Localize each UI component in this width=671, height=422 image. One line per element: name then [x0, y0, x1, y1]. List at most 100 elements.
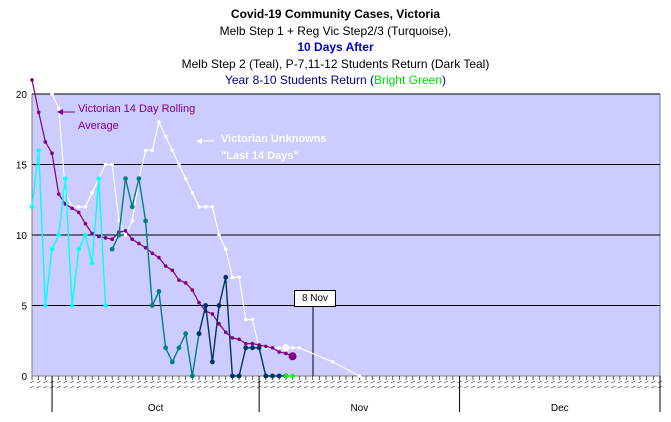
series-point-1 [230, 275, 235, 280]
series-point-3 [136, 176, 142, 182]
x-tick-label-mark [597, 380, 602, 384]
x-tick-label-mark [210, 380, 215, 384]
x-tick-label-mark [343, 385, 349, 389]
x-tick-label-mark [136, 385, 142, 389]
x-tick-label-mark [404, 385, 409, 389]
series-point-5 [283, 373, 289, 379]
x-tick-label-mark [651, 380, 656, 384]
series-point-3 [189, 373, 195, 379]
y-tick-label: 10 [16, 231, 28, 242]
series-point-0 [277, 350, 281, 354]
series-point-2 [103, 303, 108, 308]
series-point-2 [96, 176, 102, 181]
x-tick-label-mark [136, 380, 142, 384]
series-point-2 [36, 148, 41, 153]
x-tick-label-mark [557, 380, 562, 384]
x-tick-label-mark [424, 385, 429, 389]
chart-title-block: Covid-19 Community Cases, Victoria Melb … [0, 6, 671, 89]
rolling-annotation-arrowhead [57, 109, 63, 115]
subtitle-4-post: ) [442, 73, 447, 87]
series-point-0 [270, 346, 275, 350]
x-tick-label-mark [571, 380, 576, 384]
x-tick-label-mark [377, 385, 382, 389]
series-point-1 [277, 346, 281, 350]
x-tick-label-mark [424, 380, 429, 384]
series-point-0 [97, 234, 101, 239]
month-label: Dec [551, 403, 569, 414]
x-tick-label-mark [651, 385, 656, 389]
series-point-0 [103, 236, 108, 240]
series-point-3 [156, 289, 162, 294]
x-tick-label-mark [337, 385, 342, 389]
x-tick-label-mark [464, 380, 469, 384]
x-tick-label-mark [196, 380, 202, 384]
x-tick-label-mark [230, 380, 235, 384]
series-point-0 [76, 210, 81, 215]
x-tick-label-mark [170, 380, 175, 384]
x-tick-label-mark [631, 385, 636, 389]
x-tick-label-mark [524, 385, 529, 389]
x-tick-label-mark [143, 380, 148, 384]
unknowns-annotation-line1: Victorian Unknowns [221, 133, 327, 145]
series-point-0 [197, 300, 201, 305]
x-tick-label-mark [517, 385, 522, 389]
series-point-0 [243, 341, 248, 346]
y-tick-label: 20 [16, 90, 28, 101]
rolling-annotation-line2: Average [78, 120, 119, 132]
x-tick-label-mark [163, 385, 168, 389]
series-point-0 [264, 344, 268, 349]
month-label: Nov [350, 403, 368, 414]
series-point-2 [29, 204, 35, 209]
x-tick-label-mark [504, 380, 509, 384]
x-tick-label-mark [524, 380, 529, 384]
x-tick-label-mark [96, 385, 101, 389]
series-point-1 [170, 148, 175, 153]
series-line-1 [51, 93, 360, 377]
x-tick-label-mark [283, 380, 288, 384]
x-tick-label-mark [490, 385, 496, 389]
x-tick-label-mark [263, 385, 268, 389]
series-point-0 [250, 341, 255, 346]
series-point-0 [50, 151, 54, 156]
series-point-0 [150, 251, 155, 256]
x-tick-label-mark [310, 380, 315, 384]
x-tick-label-mark [243, 385, 248, 389]
y-tick-label: 5 [21, 302, 27, 313]
x-tick-label-mark [357, 385, 362, 389]
x-tick-label-mark [637, 380, 643, 384]
x-tick-label-mark [550, 385, 556, 389]
x-tick-label-mark [350, 380, 355, 384]
x-tick-label-mark [383, 380, 389, 384]
series-point-4 [223, 274, 229, 280]
x-tick-label-mark [604, 385, 609, 389]
series-point-4 [243, 345, 249, 351]
x-tick-label-mark [156, 385, 162, 389]
x-tick-label-mark [444, 380, 449, 384]
series-point-3 [149, 303, 155, 308]
x-tick-label-mark [377, 380, 382, 384]
x-tick-label-mark [323, 385, 329, 389]
x-tick-label-mark [216, 380, 222, 384]
series-point-4 [203, 303, 209, 308]
series-point-0 [217, 322, 221, 326]
x-tick-label-mark [644, 385, 649, 389]
series-point-1 [203, 205, 208, 209]
x-tick-label-mark [350, 385, 355, 389]
series-point-2 [76, 246, 81, 252]
x-tick-label-mark [69, 385, 75, 389]
series-point-1 [217, 233, 221, 237]
series-point-2 [89, 261, 95, 266]
x-tick-label-mark [176, 380, 182, 384]
x-tick-label-mark [591, 380, 596, 384]
x-tick-label-mark [611, 385, 616, 389]
series-point-0 [170, 268, 175, 273]
x-tick-label-mark [317, 385, 322, 389]
x-tick-label-mark [203, 380, 208, 384]
x-tick-label-mark [624, 380, 629, 384]
series-point-0 [237, 337, 241, 342]
x-tick-label-mark [150, 385, 155, 389]
x-tick-label-mark [343, 380, 349, 384]
x-tick-label-mark [484, 380, 489, 384]
x-tick-label-mark [624, 385, 629, 389]
